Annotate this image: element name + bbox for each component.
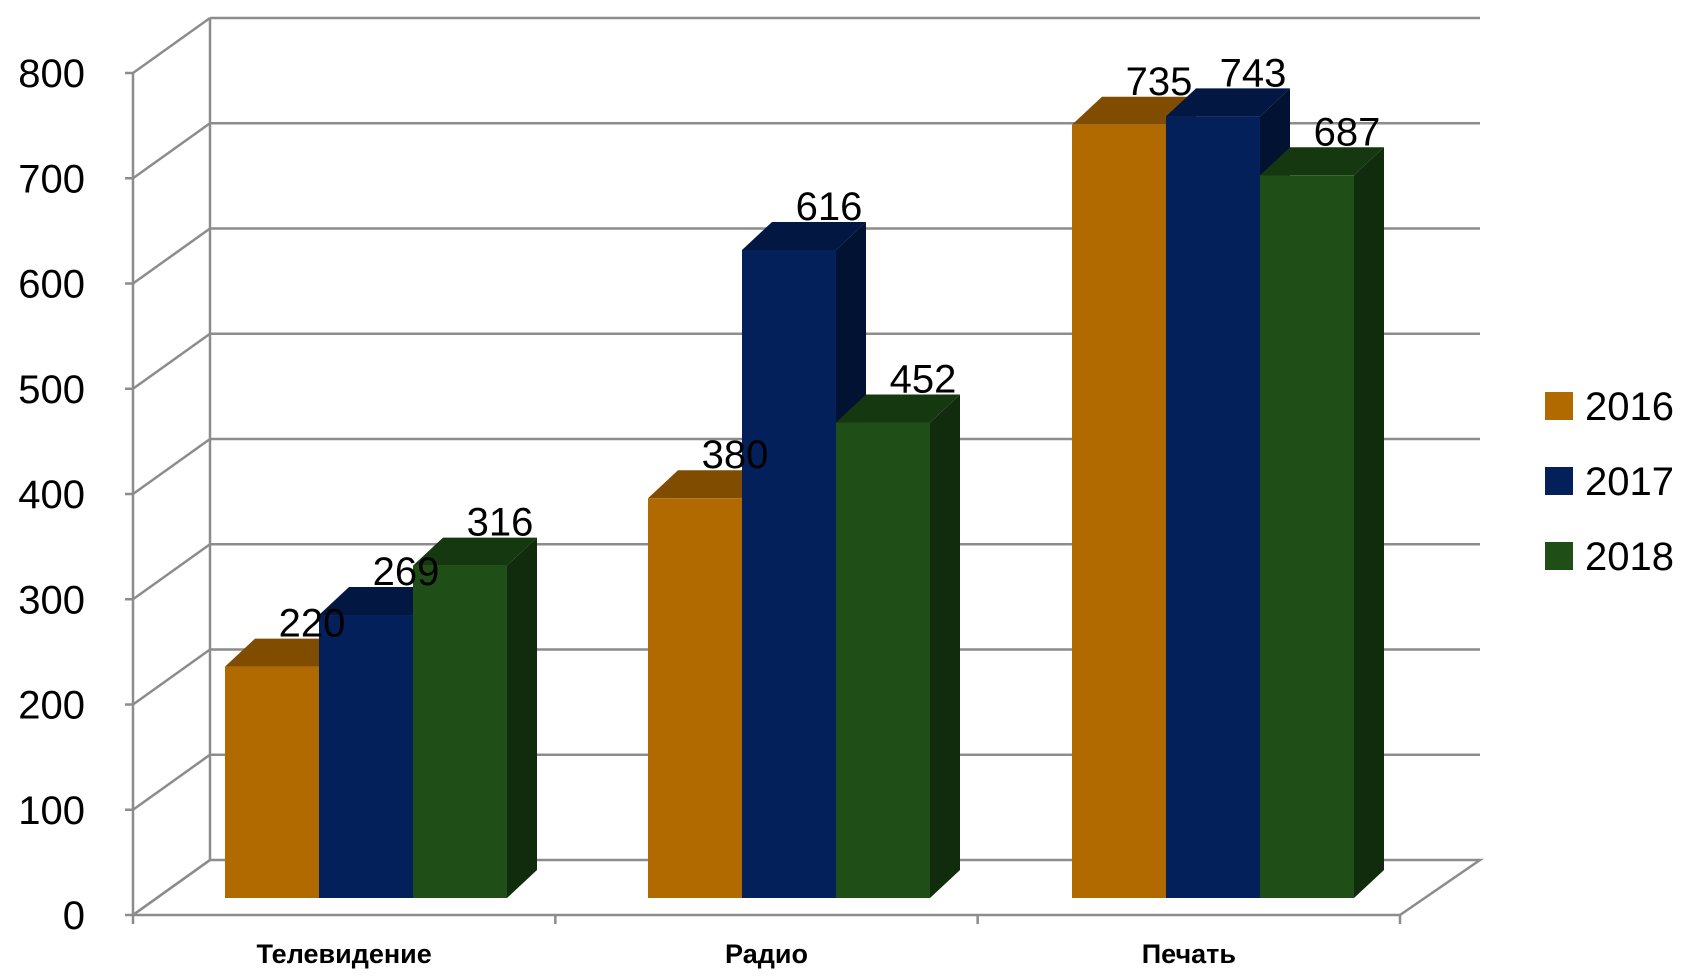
bar-top: [225, 638, 349, 667]
bar-side: [507, 537, 537, 898]
y-tick-label: 200: [18, 684, 85, 728]
bar-top: [413, 537, 537, 566]
data-label: 380: [702, 433, 769, 477]
y-tick-label: 100: [18, 789, 85, 833]
chart-legend: 2016 2017 2018: [1545, 385, 1674, 579]
y-tick-label: 800: [18, 52, 85, 96]
side-wall-line: [132, 648, 211, 706]
side-wall-line: [132, 543, 211, 601]
x-category-label: Печать: [1142, 939, 1236, 969]
data-label: 269: [373, 550, 440, 594]
bar-top: [836, 394, 960, 423]
bar-front: [319, 615, 413, 898]
y-tick-label: 700: [18, 157, 85, 201]
bar-top: [648, 470, 772, 499]
bar-side: [1354, 147, 1384, 898]
x-category-label: Телевидение: [257, 939, 432, 969]
data-label: 452: [890, 358, 957, 402]
legend-label-2016: 2016: [1585, 385, 1674, 429]
side-wall-line: [132, 332, 211, 390]
side-wall-line: [132, 227, 211, 285]
bar-top: [742, 221, 866, 250]
legend-swatch-2017: [1545, 467, 1573, 495]
bar-front: [648, 498, 742, 898]
data-label: 316: [467, 501, 534, 545]
bar-top: [1260, 147, 1384, 176]
y-tick-label: 300: [18, 578, 85, 622]
bar-front: [1260, 175, 1354, 898]
bar-front: [742, 249, 836, 898]
data-label: 616: [796, 185, 863, 229]
y-tick-label: 600: [18, 263, 85, 307]
side-wall-line: [132, 753, 211, 811]
y-tick-label: 400: [18, 473, 85, 517]
x-category-label: Радио: [725, 939, 808, 969]
side-wall-line: [132, 16, 211, 75]
y-tick-label: 500: [18, 368, 85, 412]
bar-front: [1072, 124, 1166, 898]
legend-swatch-2016: [1545, 392, 1573, 420]
side-wall-line: [132, 437, 211, 496]
bar-front: [413, 565, 507, 898]
bar-top: [319, 587, 443, 616]
bar-front: [225, 666, 319, 898]
bar-front: [1166, 116, 1260, 899]
bar-side: [930, 394, 960, 898]
bar-front: [836, 422, 930, 898]
legend-label-2018: 2018: [1585, 535, 1674, 579]
data-label: 687: [1314, 110, 1381, 154]
data-label: 220: [279, 602, 346, 646]
bar-top: [1072, 96, 1196, 125]
legend-label-2017: 2017: [1585, 460, 1674, 504]
legend-swatch-2018: [1545, 542, 1573, 570]
data-label: 743: [1220, 51, 1287, 95]
chart-bars: [225, 88, 1384, 899]
bar-2018-1: [836, 394, 960, 898]
chart-data-labels: 220 380 735 269 616 743 316 452 687: [279, 51, 1381, 645]
bar-2018-0: [413, 537, 537, 898]
bar-top: [1166, 88, 1290, 117]
chart-axes: 0 100 200 300 400 500 600 700 800 Телевидение Ради…: [18, 52, 1402, 969]
bar-2018-2: [1260, 147, 1384, 898]
data-label: 735: [1126, 60, 1193, 104]
y-tick-label: 0: [63, 894, 85, 938]
side-wall-line: [132, 122, 211, 180]
